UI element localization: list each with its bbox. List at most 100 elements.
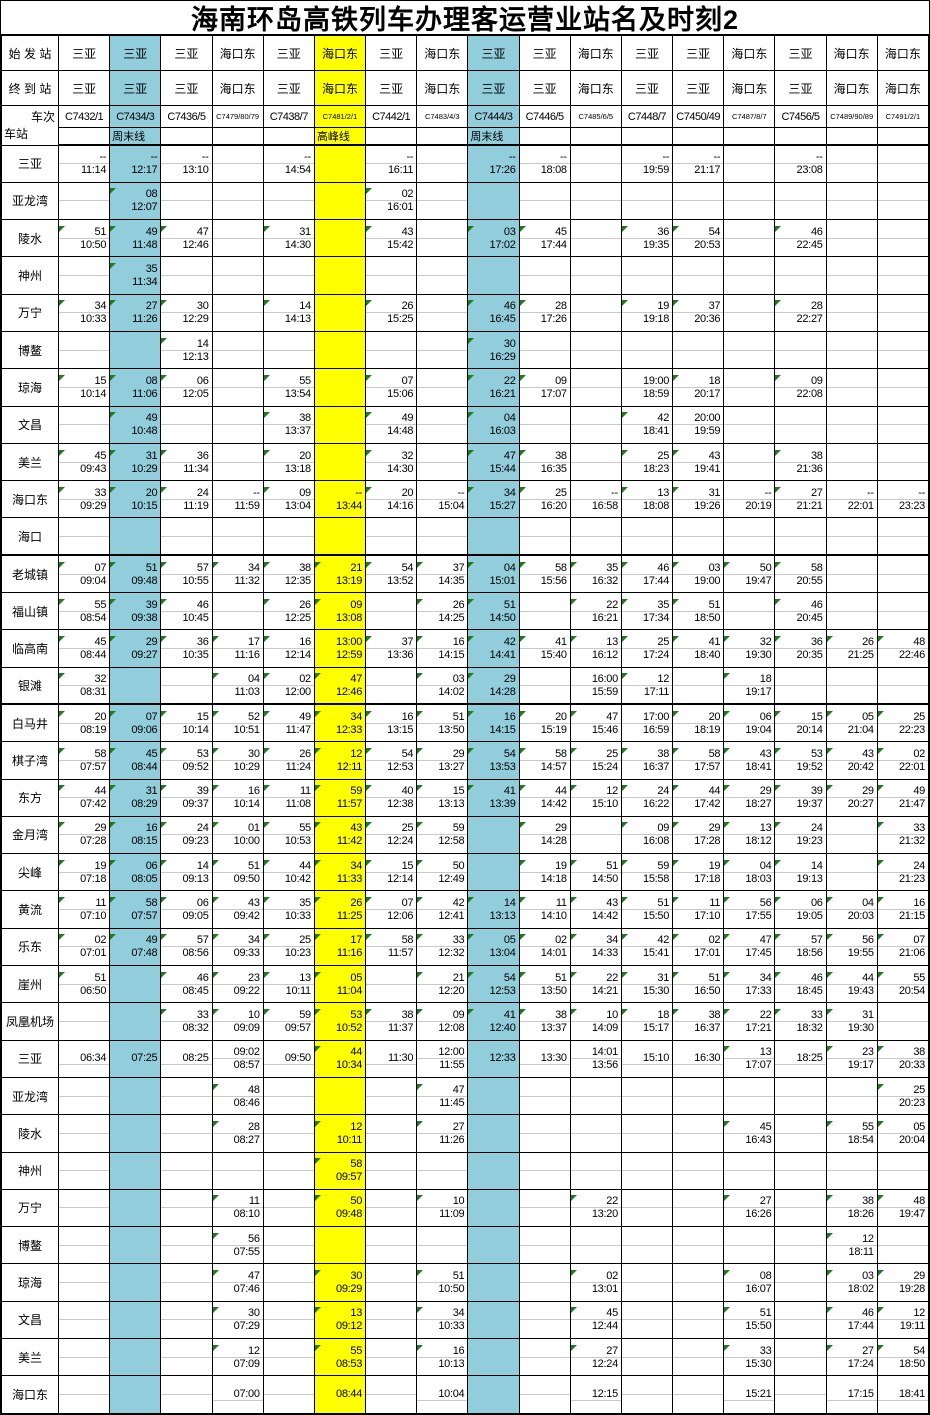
time-cell: 31 19:26: [672, 480, 725, 519]
time-cell-content-annotated: 41 13:39: [468, 785, 518, 810]
departure-time: 11:06: [132, 387, 158, 400]
time-cell: 02 07:01: [57, 927, 111, 967]
arrival-value: [59, 424, 109, 426]
time-cell: 56 19:55: [825, 927, 878, 967]
departure-time: 18:54: [847, 1133, 874, 1146]
time-cell: 44 19:43: [825, 965, 878, 1004]
departure-time: 11:59: [234, 499, 260, 512]
time-cell-content-annotated: 19 07:18: [59, 859, 109, 885]
time-cell-content-annotated: 46 16:45: [468, 300, 518, 325]
time-cell: 11 08:10: [211, 1188, 264, 1228]
time-cell: 33 18:32: [774, 1002, 827, 1041]
departure-time: 20:35: [796, 649, 823, 661]
arrival-value: [111, 1357, 160, 1358]
departure-time: 17:55: [745, 910, 772, 923]
arrival-value: [775, 1319, 826, 1321]
departure-time: 16:22: [643, 798, 670, 811]
arrival-value: 50: [417, 860, 467, 873]
departure-time: 14:15: [489, 723, 516, 736]
time-cell-content: [315, 462, 364, 463]
time-cell-content-annotated: 45 08:44: [59, 636, 109, 661]
arrival-value: 04: [827, 897, 877, 911]
departure-time: 12:53: [387, 760, 414, 773]
time-cell-content-annotated: 16 14:15: [468, 710, 518, 736]
time-cell-content: [59, 1356, 109, 1358]
arrival-value: [111, 1245, 160, 1246]
time-cell-content-annotated: 26 11:25: [315, 897, 364, 922]
departure-time: 09:29: [80, 499, 107, 512]
time-cell-content-annotated: 14 13:13: [468, 897, 518, 922]
time-cell-content-annotated: 02 13:01: [571, 1270, 621, 1295]
departure-time: 17:11: [643, 686, 670, 699]
time-cell-content: [571, 237, 621, 239]
time-cell: [569, 219, 622, 258]
arrival-value: 57: [161, 934, 212, 948]
station-row: 银滩 32 08:31 04 11:03 02 12:00 47 12:46 03 14:02 29 1…: [1, 666, 930, 706]
time-cell: 16 12:14: [262, 629, 315, 668]
time-cell: 14:01 13:56: [569, 1039, 622, 1078]
origin-cell: 海口东: [825, 35, 878, 71]
arrival-value: [622, 1095, 672, 1097]
time-cell-content-annotated: 42 12:41: [417, 897, 467, 922]
time-cell-content: [213, 163, 263, 165]
line-note-empty: [57, 127, 111, 146]
time-cell-content: [417, 275, 467, 277]
time-cell-content-annotated: 24 11:19: [161, 486, 212, 512]
arrival-value: [571, 200, 621, 202]
arrival-value: [161, 1207, 212, 1209]
time-cell-content: [213, 535, 263, 537]
time-cell-content: [827, 163, 877, 165]
line-note-empty: [262, 127, 315, 146]
arrival-value: 02: [673, 934, 723, 948]
arrival-value: 27: [145, 300, 158, 313]
time-cell-content-annotated: 31 19:30: [827, 1008, 877, 1034]
arrival-value: 07: [145, 710, 158, 723]
arrival-value: [724, 535, 774, 537]
time-cell: [620, 1076, 674, 1116]
time-cell: [620, 1375, 674, 1414]
time-cell-content: -- 23:08: [775, 151, 826, 176]
time-cell-content: 16:30: [673, 1052, 723, 1066]
time-cell: 55 20:54: [876, 965, 930, 1004]
arrival-value: [827, 1170, 877, 1172]
departure-time: 12:25: [284, 611, 311, 624]
departure-time: 21:36: [796, 462, 823, 475]
departure-time: 10:11: [285, 984, 312, 997]
arrival-value: [827, 424, 877, 426]
arrival-value: [724, 237, 774, 239]
time-cell: [211, 256, 264, 295]
time-cell-content: -- 13:10: [161, 151, 212, 176]
time-cell-content-annotated: 20 13:18: [264, 449, 314, 475]
arrival-value: [622, 1282, 672, 1284]
time-cell-content-annotated: 22 13:20: [571, 1195, 621, 1220]
time-cell-content: [264, 535, 314, 537]
time-cell-content-annotated: 36 11:34: [161, 449, 212, 475]
arrival-value: 07: [366, 375, 416, 388]
arrival-value: [161, 1170, 212, 1172]
time-cell-content-annotated: 51 10:50: [417, 1270, 467, 1295]
time-cell: 15:21: [723, 1375, 776, 1414]
arrival-value: [264, 1170, 314, 1172]
departure-time: 10:33: [438, 1320, 465, 1333]
time-cell: 07 15:06: [365, 368, 418, 407]
arrival-value: [827, 461, 877, 463]
departure-time: 10:14: [233, 798, 260, 811]
time-cell: [620, 1151, 674, 1190]
arrival-value: 26: [827, 636, 877, 649]
time-cell-content: [469, 1394, 518, 1395]
time-cell: 28 17:26: [518, 293, 571, 332]
arrival-value: 51: [59, 972, 109, 985]
time-cell: 54 13:53: [467, 741, 520, 780]
time-cell: 59 12:58: [416, 815, 469, 855]
station-name: 海口: [1, 517, 59, 557]
time-cell-content: [315, 536, 364, 537]
time-cell-content: [775, 1393, 826, 1395]
departure-time: 17:10: [694, 910, 721, 923]
time-cell-content: [264, 1282, 314, 1284]
time-cell: [109, 1226, 162, 1265]
station-row: 琼海 15 10:14 08 11:06 06 12:05 55 13:54 07 15:06 22 1…: [1, 368, 930, 407]
departure-time: 20:55: [796, 574, 823, 587]
arrival-value: [59, 1170, 109, 1172]
arrival-value: 53: [350, 1008, 363, 1021]
departure-time: 15:40: [540, 649, 567, 661]
